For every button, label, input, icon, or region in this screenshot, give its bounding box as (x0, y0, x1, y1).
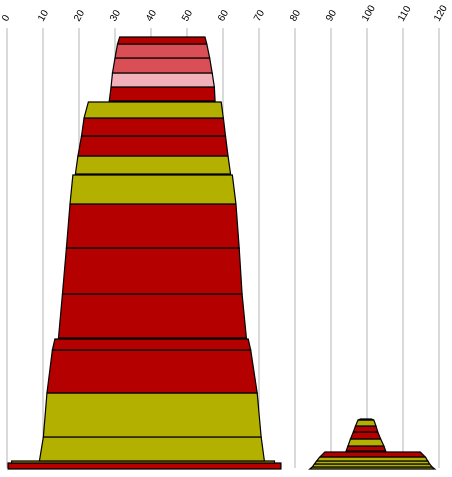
band (116, 36, 208, 45)
band (349, 431, 382, 440)
band (357, 418, 375, 421)
x-tick-label: 60 (216, 8, 231, 24)
band (345, 445, 387, 452)
band (110, 72, 216, 88)
band (69, 174, 237, 205)
x-tick-label: 70 (252, 8, 267, 24)
band (114, 43, 211, 59)
band (111, 57, 213, 74)
chart-bands (7, 36, 437, 470)
x-tick-label: 30 (108, 8, 123, 24)
x-tick-label: 0 (0, 13, 13, 24)
x-tick-label: 40 (144, 8, 159, 24)
x-tick-label: 120 (432, 3, 450, 23)
band (318, 451, 427, 458)
band (61, 247, 243, 295)
x-tick-label: 20 (72, 8, 87, 24)
stack (308, 418, 437, 470)
band (347, 438, 385, 447)
band (354, 419, 377, 427)
band (83, 101, 225, 119)
band (352, 425, 379, 433)
stack (7, 36, 282, 470)
band (80, 117, 227, 137)
band (42, 392, 262, 438)
x-tick-labels: 0 10 20 30 40 50 60 70 80 90 100 110 120 (0, 3, 450, 23)
band (38, 436, 266, 462)
x-tick-label: 10 (36, 8, 51, 24)
band (46, 349, 258, 394)
band (7, 462, 282, 470)
band (65, 203, 240, 249)
band (74, 155, 232, 175)
band (108, 86, 216, 102)
x-tick-label: 80 (288, 8, 303, 24)
band (57, 293, 248, 339)
band (51, 338, 252, 351)
x-tick-label: 50 (180, 8, 195, 24)
x-tick-label: 90 (324, 8, 339, 24)
x-tick-label: 110 (396, 4, 414, 24)
band (77, 135, 229, 157)
x-tick-label: 100 (360, 3, 378, 23)
